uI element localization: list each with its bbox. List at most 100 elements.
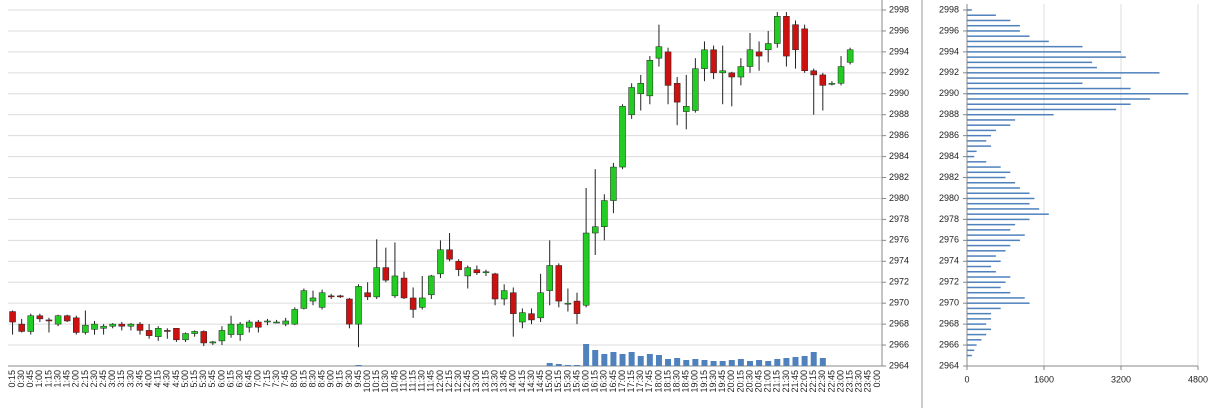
profile-bar	[967, 265, 992, 268]
profile-bar	[967, 61, 1093, 64]
y-tick-label: 2994	[889, 46, 909, 56]
y-tick-label: 2980	[939, 193, 959, 203]
volume-bar	[792, 357, 799, 366]
y-tick-label: 2996	[889, 25, 909, 35]
candle-body	[628, 87, 635, 115]
candle-body	[464, 267, 472, 277]
x-tick-label: 9:30	[344, 370, 354, 388]
volume-bar	[355, 365, 362, 366]
candle-body	[54, 315, 62, 325]
profile-bar	[967, 229, 1011, 231]
candle-body	[45, 319, 53, 322]
profile-bar	[967, 9, 972, 11]
x-tick-label: 13:15	[480, 370, 490, 393]
profile-bar	[967, 302, 1030, 304]
profile-bar	[967, 124, 1011, 126]
profile-bar	[967, 218, 1030, 221]
x-tick-label: 7:00	[253, 370, 263, 388]
candle-body	[209, 341, 217, 344]
profile-bar	[967, 108, 1117, 111]
profile-bar	[967, 307, 1001, 310]
candle-body	[701, 49, 708, 69]
x-tick-label: 6:45	[244, 370, 254, 388]
volume-bar	[710, 361, 717, 366]
y-tick-label: 2988	[939, 109, 959, 119]
volume-bar	[692, 359, 699, 366]
y-tick-label: 2968	[889, 318, 909, 328]
x-tick-label: 21:45	[790, 370, 800, 393]
candle-body	[610, 166, 617, 201]
candle-body	[400, 277, 408, 299]
candle-body	[27, 315, 35, 332]
candle-body	[619, 106, 626, 168]
profile-bar	[967, 145, 992, 147]
profile-bar	[967, 113, 1054, 116]
x-tick-label: 8:00	[289, 370, 299, 388]
candle-body	[500, 290, 508, 300]
candle-body	[145, 330, 153, 336]
x-tick-label: 13:45	[499, 370, 509, 393]
profile-bar	[967, 286, 1001, 289]
profile-bar	[967, 271, 996, 273]
candle-body	[300, 290, 308, 309]
candle-body	[491, 273, 499, 300]
y-tick-label: 2970	[939, 298, 959, 308]
volume-bar	[774, 359, 781, 366]
candle-body	[391, 275, 399, 297]
candle-body	[82, 324, 89, 333]
profile-bar	[967, 202, 1030, 205]
candle-body	[154, 328, 162, 337]
profile-bar	[967, 66, 1097, 69]
profile-bar	[967, 197, 1035, 200]
profile-bar	[967, 103, 1131, 105]
candle-body	[719, 70, 726, 74]
x-tick-label: 15:30	[562, 370, 572, 393]
candle-body	[728, 72, 736, 78]
x-tick-label: 19:45	[717, 370, 727, 393]
candle-body	[127, 323, 135, 327]
x-tick-label: 16:45	[608, 370, 618, 393]
x-tick-label: 20:00	[726, 370, 736, 393]
candle-body	[91, 323, 98, 330]
x-tick-label: 10:30	[380, 370, 390, 393]
profile-bar	[967, 339, 982, 341]
y-tick-label: 2984	[889, 151, 909, 161]
candle-body	[455, 261, 462, 270]
x-tick-label: 15:00	[544, 370, 554, 393]
profile-bar	[967, 244, 1011, 247]
x-tick-label: 3:00	[107, 370, 117, 388]
y-tick-label: 2998	[939, 4, 959, 14]
profile-bar	[967, 155, 975, 158]
x-tick-label: 10:00	[362, 370, 372, 393]
profile-bar	[967, 291, 1011, 294]
y-tick-label: 2978	[939, 214, 959, 224]
x-tick-label: 6:30	[235, 370, 245, 388]
profile-bar	[967, 276, 1011, 278]
candle-body	[564, 302, 572, 305]
profile-bar	[967, 161, 987, 163]
candle-body	[764, 43, 772, 51]
profile-bar	[967, 119, 1016, 121]
volume-bar	[564, 365, 571, 366]
y-tick-label: 2990	[939, 88, 959, 98]
candle-body	[364, 292, 371, 298]
y-tick-label: 2986	[889, 130, 909, 140]
x-tick-label: 18:45	[681, 370, 691, 393]
y-tick-label: 2976	[939, 235, 959, 245]
profile-bar	[967, 93, 1189, 95]
y-tick-label: 2978	[889, 214, 909, 224]
x-tick-label: 4:30	[162, 370, 172, 388]
candle-body	[519, 312, 526, 323]
profile-bar	[967, 223, 1016, 226]
x-tick-label: 8:15	[298, 370, 308, 388]
candle-body	[136, 323, 144, 331]
profile-bar	[967, 250, 1006, 252]
volume-bar	[574, 365, 581, 366]
volume-bar	[701, 360, 708, 366]
profile-bar	[967, 213, 1049, 215]
candle-body	[582, 232, 590, 306]
volume-bar	[628, 352, 635, 366]
x-tick-label: 20:15	[735, 370, 745, 393]
profile-bar	[967, 40, 1049, 43]
x-tick-label: 16:30	[599, 370, 609, 393]
